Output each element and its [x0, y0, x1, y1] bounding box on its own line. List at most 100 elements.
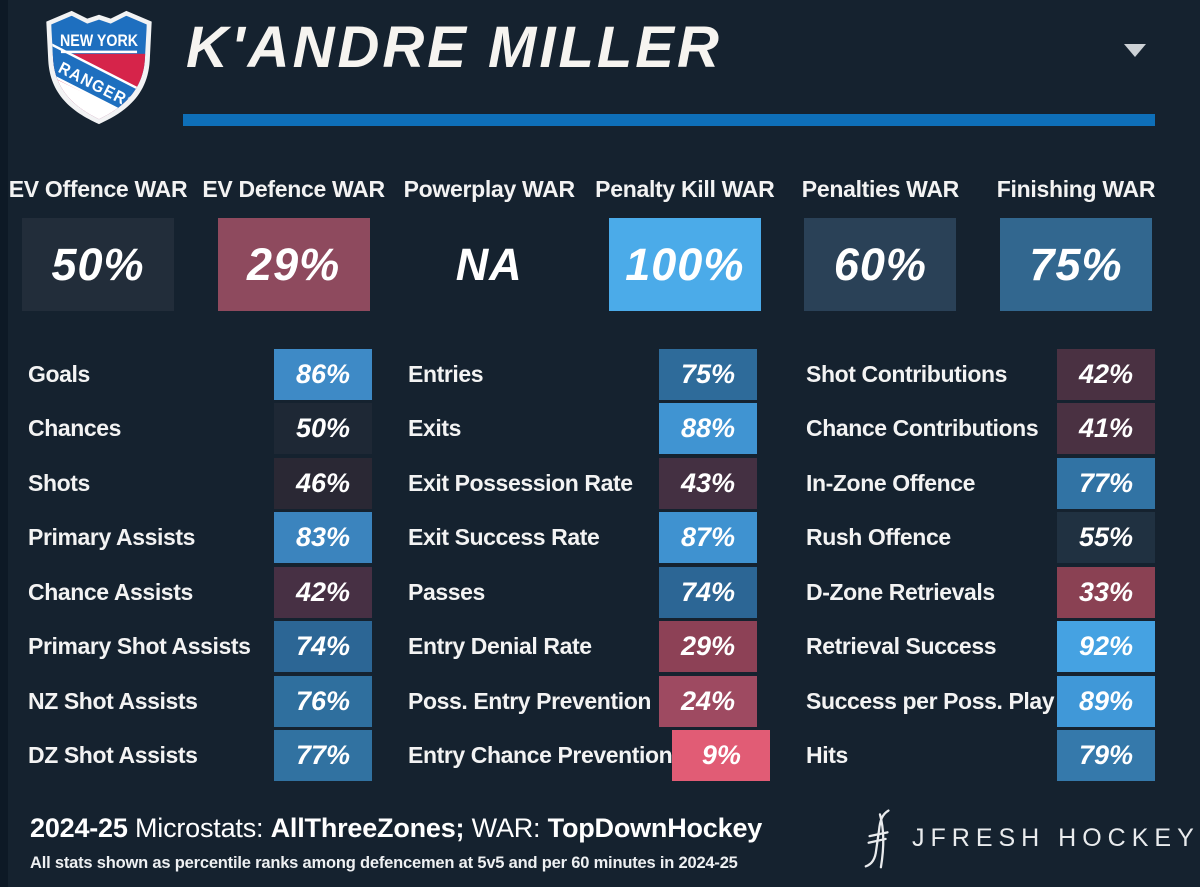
- microstats-column-transition: Entries 75% Exits 88% Exit Possession Ra…: [408, 347, 771, 784]
- stat-label: Entries: [408, 360, 484, 387]
- stat-chip: 76%: [274, 675, 372, 727]
- war-value: 60%: [833, 238, 927, 290]
- war-card-ev-offence: EV Offence WAR 50%: [9, 176, 188, 311]
- stat-label: Exits: [408, 415, 461, 442]
- stat-row: Chance Assists 42%: [28, 565, 372, 620]
- war-value: 29%: [247, 238, 341, 290]
- stat-row: Poss. Entry Prevention 24%: [408, 674, 757, 729]
- stat-row: Rush Offence 55%: [806, 511, 1155, 566]
- stat-label: Chances: [28, 415, 122, 442]
- stat-label: D-Zone Retrievals: [806, 578, 995, 605]
- stat-chip: 75%: [659, 348, 757, 400]
- methodology-note: All stats shown as percentile ranks amon…: [30, 853, 738, 872]
- title-accent-bar: [183, 114, 1155, 126]
- stat-row: In-Zone Offence 77%: [806, 456, 1155, 511]
- stat-chip: 77%: [274, 730, 372, 782]
- stat-row: Shots 46%: [28, 456, 372, 511]
- chevron-down-icon[interactable]: [1124, 44, 1146, 57]
- stat-row: D-Zone Retrievals 33%: [806, 565, 1155, 620]
- stat-label: Goals: [28, 360, 90, 387]
- stat-chip: 79%: [1057, 730, 1155, 782]
- microstats-source: AllThreeZones;: [270, 813, 465, 843]
- war-value: NA: [455, 238, 523, 290]
- war-value: 100%: [625, 238, 745, 290]
- war-card-penalties: Penalties WAR 60%: [801, 176, 959, 311]
- stat-chip: 33%: [1057, 566, 1155, 618]
- microstats-label: Microstats:: [127, 813, 271, 843]
- stat-label: Primary Assists: [28, 524, 196, 551]
- season-label: 2024-25: [30, 813, 128, 843]
- stat-row: Chance Contributions 41%: [806, 402, 1155, 457]
- stat-label: Rush Offence: [806, 524, 951, 551]
- stat-row: Exit Possession Rate 43%: [408, 456, 757, 511]
- jfresh-brand: JFRESH HOCKEY: [862, 806, 1200, 870]
- stat-label: Primary Shot Assists: [28, 633, 251, 660]
- stat-chip: 88%: [659, 403, 757, 455]
- stat-label: In-Zone Offence: [806, 469, 976, 496]
- war-value-box: 50%: [22, 218, 174, 311]
- stat-row: Entry Denial Rate 29%: [408, 620, 757, 675]
- stat-row: Chances 50%: [28, 402, 372, 457]
- stat-chip: 83%: [274, 512, 372, 564]
- war-value-box: NA: [413, 218, 565, 311]
- stat-row: Entry Chance Prevention 9%: [408, 729, 771, 784]
- stat-label: Chance Assists: [28, 578, 193, 605]
- microstats-column-defence: Shot Contributions 42% Chance Contributi…: [806, 347, 1155, 783]
- war-label: EV Offence WAR: [8, 176, 188, 202]
- stat-chip: 24%: [659, 675, 757, 727]
- stat-row: Exits 88%: [408, 402, 757, 457]
- microstats-column-shooting: Goals 86% Chances 50% Shots 46% Primary …: [28, 347, 372, 783]
- war-card-finishing: Finishing WAR 75%: [996, 176, 1156, 311]
- war-value-box: 29%: [217, 218, 370, 311]
- stat-label: NZ Shot Assists: [28, 687, 198, 714]
- stat-row: Goals 86%: [28, 347, 372, 402]
- stat-label: Shot Contributions: [806, 360, 1008, 387]
- stat-row: Entries 75%: [408, 347, 757, 402]
- stat-label: Passes: [408, 578, 485, 605]
- stat-chip: 89%: [1057, 675, 1155, 727]
- stat-chip: 42%: [274, 566, 372, 618]
- war-label: Penalties WAR: [801, 176, 959, 202]
- stat-chip: 74%: [274, 621, 372, 673]
- war-value-box: 75%: [999, 218, 1152, 311]
- stat-row: DZ Shot Assists 77%: [28, 729, 372, 784]
- war-value: 50%: [51, 238, 145, 290]
- logo-top-text: NEW YORK: [60, 31, 138, 50]
- stat-label: Poss. Entry Prevention: [408, 687, 651, 714]
- war-label: Finishing WAR: [996, 176, 1156, 202]
- stat-chip: 9%: [672, 730, 771, 782]
- stat-chip: 77%: [1057, 457, 1155, 509]
- jfresh-monogram-icon: [864, 809, 890, 869]
- stat-chip: 50%: [274, 403, 372, 455]
- stat-chip: 29%: [659, 621, 757, 673]
- stat-chip: 92%: [1057, 621, 1155, 673]
- war-label: Penalty Kill WAR: [595, 176, 775, 202]
- stat-chip: 43%: [659, 457, 757, 509]
- stat-label: Exit Success Rate: [408, 524, 600, 551]
- stat-row: Primary Assists 83%: [28, 511, 372, 566]
- war-value-box: 60%: [804, 218, 957, 311]
- war-source: TopDownHockey: [547, 813, 763, 843]
- stat-row: NZ Shot Assists 76%: [28, 674, 372, 729]
- stat-row: Passes 74%: [408, 565, 757, 620]
- stat-label: Success per Poss. Play: [806, 687, 1055, 714]
- stat-chip: 41%: [1057, 403, 1155, 455]
- stat-chip: 74%: [659, 566, 757, 618]
- war-card-penalty-kill: Penalty Kill WAR 100%: [595, 176, 775, 311]
- player-name-title: K'ANDRE MILLER: [186, 15, 722, 80]
- sources-line: 2024-25 Microstats: AllThreeZones; WAR: …: [30, 813, 762, 844]
- war-card-ev-defence: EV Defence WAR 29%: [202, 176, 385, 311]
- window-edge: [0, 0, 8, 887]
- stat-label: Chance Contributions: [806, 415, 1039, 442]
- stat-label: Shots: [28, 469, 90, 496]
- rangers-logo: RANGERS NEW YORK: [46, 10, 152, 125]
- stat-chip: 55%: [1057, 512, 1155, 564]
- stat-chip: 87%: [659, 512, 757, 564]
- war-card-powerplay: Powerplay WAR NA: [404, 176, 576, 311]
- war-label: Powerplay WAR: [403, 176, 576, 202]
- stat-chip: 46%: [274, 457, 372, 509]
- stat-label: Entry Denial Rate: [408, 633, 592, 660]
- war-cards-row: EV Offence WAR 50% EV Defence WAR 29% Po…: [9, 176, 1156, 311]
- stat-row: Shot Contributions 42%: [806, 347, 1155, 402]
